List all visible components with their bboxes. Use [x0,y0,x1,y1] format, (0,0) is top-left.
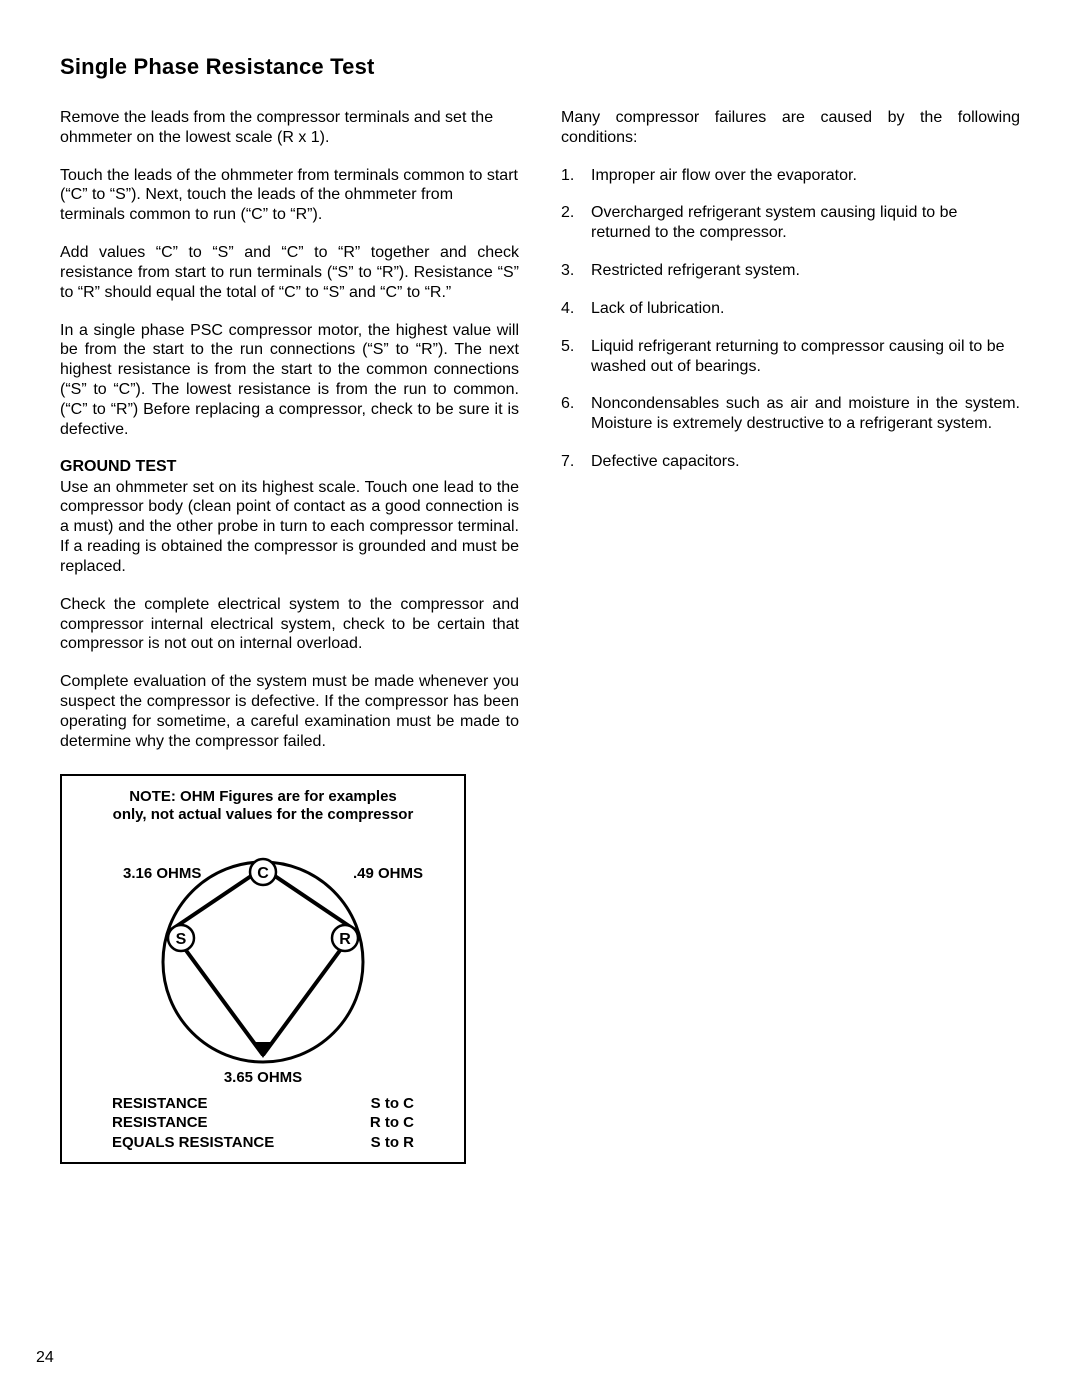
list-item: 1.Improper air flow over the evaporator. [561,166,1020,186]
ground-test-heading: GROUND TEST [60,458,519,476]
table-cell: S to C [371,1094,414,1114]
para-psc-motor: In a single phase PSC compressor motor, … [60,321,519,440]
left-column: Remove the leads from the compressor ter… [60,108,519,1164]
figure-note-line2: only, not actual values for the compress… [113,806,414,823]
table-cell: S to R [371,1133,414,1153]
list-num: 6. [561,394,591,434]
terminal-s-label: S [176,931,187,948]
para-complete-eval: Complete evaluation of the system must b… [60,672,519,751]
table-row: RESISTANCE R to C [112,1113,414,1133]
list-text: Noncondensables such as air and moisture… [591,394,1020,434]
list-item: 3.Restricted refrigerant system. [561,261,1020,281]
table-row: RESISTANCE S to C [112,1094,414,1114]
ohms-sr-label: 3.65 OHMS [224,1069,302,1086]
list-num: 5. [561,337,591,377]
list-item: 6.Noncondensables such as air and moistu… [561,394,1020,434]
figure-note: NOTE: OHM Figures are for examples only,… [62,788,464,824]
list-text: Liquid refrigerant returning to compress… [591,337,1020,377]
list-text: Overcharged refrigerant system causing l… [591,203,1020,243]
list-text: Lack of lubrication. [591,299,1020,319]
list-num: 3. [561,261,591,281]
two-column-layout: Remove the leads from the compressor ter… [60,108,1020,1164]
table-row: EQUALS RESISTANCE S to R [112,1133,414,1153]
figure-resistance-table: RESISTANCE S to C RESISTANCE R to C EQUA… [62,1090,464,1153]
list-item: 7.Defective capacitors. [561,452,1020,472]
terminal-c-label: C [257,865,269,882]
ohms-cs-label: 3.16 OHMS [123,865,201,882]
failure-conditions-list: 1.Improper air flow over the evaporator.… [561,166,1020,472]
page-title: Single Phase Resistance Test [60,54,1020,80]
para-intro-1: Remove the leads from the compressor ter… [60,108,519,148]
terminal-r-label: R [339,931,351,948]
list-text: Improper air flow over the evaporator. [591,166,1020,186]
table-cell: EQUALS RESISTANCE [112,1133,274,1153]
list-item: 2.Overcharged refrigerant system causing… [561,203,1020,243]
page-number: 24 [36,1349,54,1367]
list-num: 4. [561,299,591,319]
resistance-diagram-figure: NOTE: OHM Figures are for examples only,… [60,774,466,1165]
list-item: 4.Lack of lubrication. [561,299,1020,319]
list-num: 1. [561,166,591,186]
list-text: Defective capacitors. [591,452,1020,472]
para-check-system: Check the complete electrical system to … [60,595,519,654]
ohms-cr-label: .49 OHMS [353,865,423,882]
conditions-intro: Many compressor failures are caused by t… [561,108,1020,148]
right-column: Many compressor failures are caused by t… [561,108,1020,1164]
resistance-triangle-diagram: C S R 3.16 OHMS .49 OHMS 3.65 OHMS [63,830,463,1090]
list-text: Restricted refrigerant system. [591,261,1020,281]
list-item: 5.Liquid refrigerant returning to compre… [561,337,1020,377]
table-cell: RESISTANCE [112,1113,208,1133]
table-cell: RESISTANCE [112,1094,208,1114]
table-cell: R to C [370,1113,414,1133]
para-ground-test: Use an ohmmeter set on its highest scale… [60,478,519,577]
list-num: 2. [561,203,591,243]
para-add-values: Add values “C” to “S” and “C” to “R” tog… [60,243,519,302]
para-intro-2: Touch the leads of the ohmmeter from ter… [60,166,519,225]
figure-note-line1: NOTE: OHM Figures are for examples [129,788,397,805]
list-num: 7. [561,452,591,472]
